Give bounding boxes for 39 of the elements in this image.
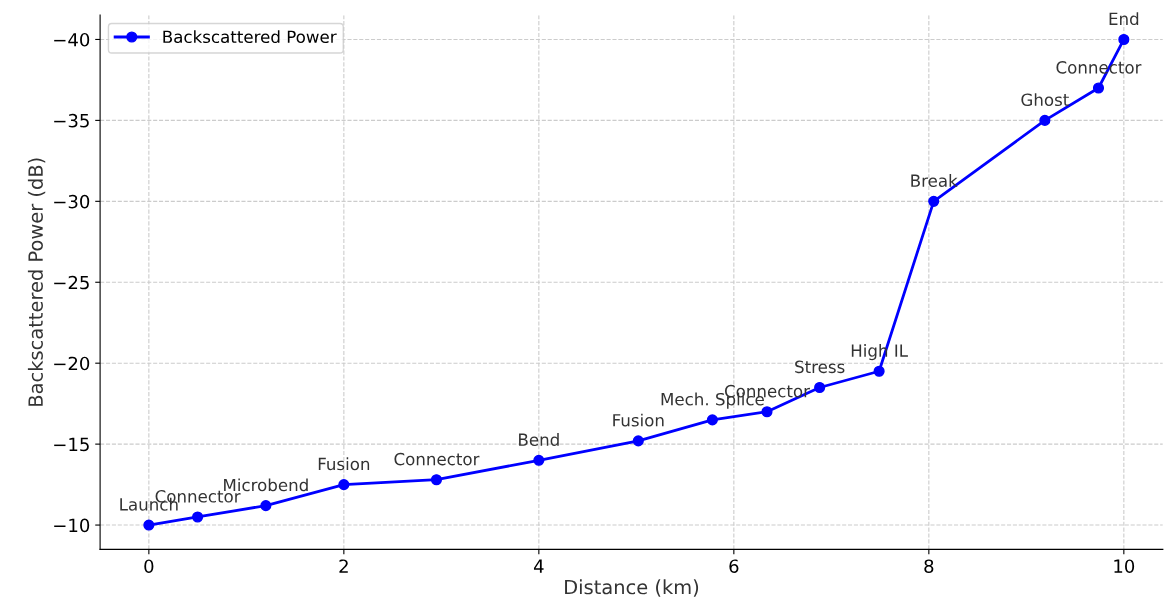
annotation: Stress <box>795 360 845 374</box>
annotation: Connector <box>394 452 480 466</box>
x-tick-label: 0 <box>144 559 154 574</box>
y-tick-label: −25 <box>54 275 89 290</box>
legend-label: Backscattered Power <box>163 30 337 44</box>
point <box>632 435 644 447</box>
y-tick-label: −40 <box>54 32 90 47</box>
x-tick-label: 2 <box>339 559 348 573</box>
y-tick-label: −15 <box>54 437 89 452</box>
point <box>814 381 826 394</box>
point <box>338 479 350 491</box>
point <box>1092 82 1105 94</box>
point <box>1118 33 1130 46</box>
y-axis-title: Backscattered Power (dB) <box>27 158 46 406</box>
y-tick-label: −20 <box>54 356 90 371</box>
point <box>706 414 718 426</box>
point <box>873 365 885 377</box>
point <box>430 474 443 486</box>
point <box>533 454 545 466</box>
y-tick-label: −35 <box>54 113 89 128</box>
point <box>1039 114 1051 126</box>
x-tick-label: 4 <box>533 559 544 573</box>
y-tick-label: −10 <box>54 518 90 533</box>
annotation: Bend <box>519 433 559 446</box>
point <box>260 500 272 512</box>
y-tick-label: −30 <box>54 194 90 209</box>
annotation: End <box>1109 12 1139 26</box>
point <box>143 519 155 531</box>
point <box>192 511 204 523</box>
annotation: Ghost <box>1021 93 1069 107</box>
x-tick-label: 10 <box>1114 559 1135 574</box>
x-axis-title: Distance (km) <box>565 579 699 597</box>
x-tick-label: 6 <box>729 559 739 574</box>
annotation: Fusion <box>613 413 664 427</box>
annotation: Fusion <box>318 457 370 471</box>
annotation: Microbend <box>224 478 308 492</box>
annotation: Break <box>911 174 958 187</box>
x-tick-label: 8 <box>924 559 934 574</box>
point <box>928 195 940 207</box>
